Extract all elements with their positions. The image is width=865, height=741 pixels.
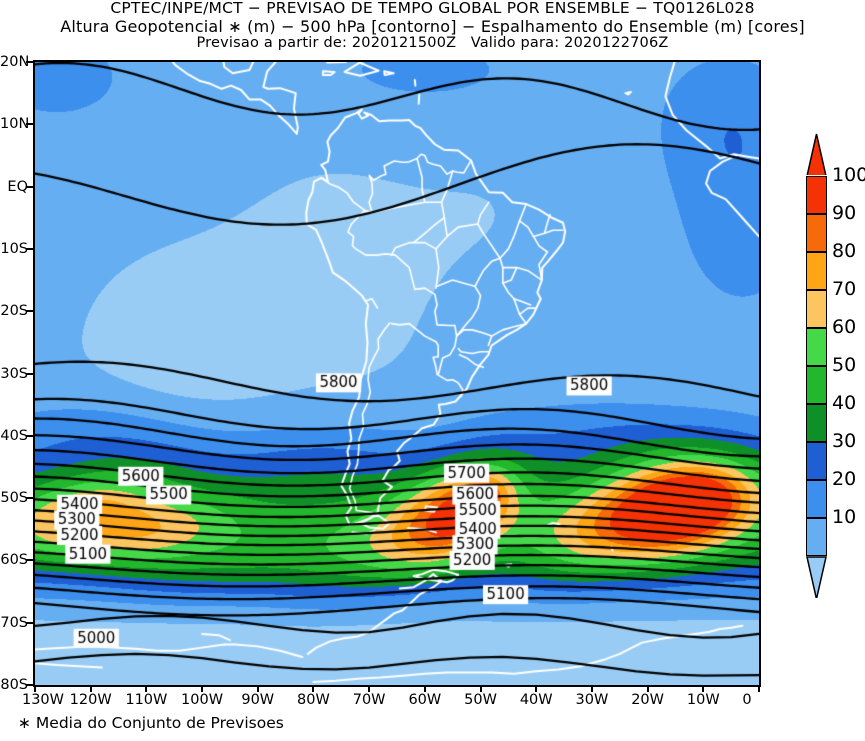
x-axis-tickmark (646, 685, 649, 692)
colorbar-label-70: 70 (832, 278, 857, 300)
colorbar-label-20: 20 (832, 468, 857, 490)
y-axis-tickmark (26, 247, 33, 250)
x-axis-tick-20W: 20W (631, 692, 664, 708)
x-axis-tick-90W: 90W (241, 692, 275, 708)
y-axis-tickmark (26, 61, 33, 63)
x-axis-tickmark (89, 685, 92, 692)
chart-title-block: CPTEC/INPE/MCT − PREVISAO DE TEMPO GLOBA… (0, 0, 865, 53)
colorbar-label-90: 90 (832, 202, 857, 224)
colorbar (806, 133, 827, 598)
y-axis-tick-50S: 50S (0, 490, 28, 507)
x-axis-tickmark (590, 685, 593, 692)
colorbar-min-arrow (806, 556, 827, 598)
y-axis-tick-20N: 20N (0, 54, 30, 70)
x-axis-tickmark (535, 685, 538, 692)
y-axis-tick-EQ: EQ (7, 178, 28, 195)
y-axis-tick-10N: 10N (0, 116, 30, 133)
x-axis-tickmark (34, 685, 36, 692)
colorbar-segment-7 (806, 252, 827, 290)
colorbar-label-10: 10 (832, 506, 857, 528)
x-axis-tickmark (312, 685, 315, 692)
x-axis-tickmark (423, 685, 426, 692)
y-axis-tick-60S: 60S (0, 552, 28, 569)
y-axis-tick-20S: 20S (0, 303, 28, 320)
x-axis-tickmark (368, 685, 371, 692)
x-axis-tick-130W: 130W (21, 692, 64, 708)
y-axis-tick-10S: 10S (0, 240, 28, 257)
x-axis-tickmark (758, 685, 760, 692)
y-axis-tickmark (26, 123, 33, 126)
x-axis-tickmark (201, 685, 204, 692)
x-axis-tick-40W: 40W (519, 692, 553, 708)
x-axis-tick-80W: 80W (297, 692, 330, 708)
colorbar-segment-6 (806, 290, 827, 328)
colorbar-segment-9 (806, 176, 827, 214)
y-axis-tick-80S: 80S (0, 677, 28, 693)
y-axis-tickmark (26, 310, 33, 313)
x-axis-tickmark (256, 685, 259, 692)
colorbar-segment-4 (806, 366, 827, 404)
y-axis-tickmark (26, 185, 33, 188)
x-axis-tick-110W: 110W (125, 692, 168, 708)
map-plot-area (33, 60, 761, 687)
x-axis-tick-60W: 60W (408, 692, 442, 708)
footnote: ∗ Media do Conjunto de Previsoes (18, 714, 284, 732)
coastline-and-contour-overlay (35, 62, 759, 685)
x-axis-tick-10W: 10W (686, 692, 720, 708)
colorbar-segment-1 (806, 480, 827, 518)
colorbar-label-50: 50 (832, 354, 857, 376)
colorbar-label-30: 30 (832, 430, 857, 452)
x-axis-tick-70W: 70W (352, 692, 386, 708)
title-line-valid-time: Previsao a partir de: 2020121500Z Valido… (196, 35, 669, 51)
x-axis-tick-120W: 120W (69, 692, 112, 708)
colorbar-segment-3 (806, 404, 827, 442)
colorbar-label-60: 60 (832, 316, 857, 338)
y-axis-tickmark (26, 372, 33, 375)
x-axis-tickmark (702, 685, 705, 692)
colorbar-max-arrow (806, 133, 827, 175)
title-line-variable: Altura Geopotencial ∗ (m) − 500 hPa [con… (60, 16, 805, 36)
colorbar-segment-2 (806, 442, 827, 480)
colorbar-segment-5 (806, 328, 827, 366)
title-line-organization: CPTEC/INPE/MCT − PREVISAO DE TEMPO GLOBA… (110, 0, 755, 17)
colorbar-segment-0 (806, 518, 827, 556)
x-axis-tick-0: 0 (742, 692, 752, 708)
colorbar-label-100: 100 (832, 164, 865, 186)
x-axis-tick-50W: 50W (464, 692, 497, 708)
y-axis-tick-30S: 30S (0, 365, 28, 382)
x-axis-tickmark (479, 685, 482, 692)
y-axis-tickmark (26, 684, 33, 686)
x-axis-tick-100W: 100W (181, 692, 224, 708)
y-axis-tickmark (26, 559, 33, 562)
colorbar-label-40: 40 (832, 392, 857, 414)
y-axis-tickmark (26, 497, 33, 500)
y-axis-tickmark (26, 434, 33, 437)
x-axis-tick-30W: 30W (575, 692, 609, 708)
y-axis-tick-70S: 70S (0, 614, 28, 631)
colorbar-segment-8 (806, 214, 827, 252)
colorbar-label-80: 80 (832, 240, 857, 262)
x-axis-tickmark (145, 685, 148, 692)
y-axis-tickmark (26, 621, 33, 624)
y-axis-tick-40S: 40S (0, 427, 28, 444)
